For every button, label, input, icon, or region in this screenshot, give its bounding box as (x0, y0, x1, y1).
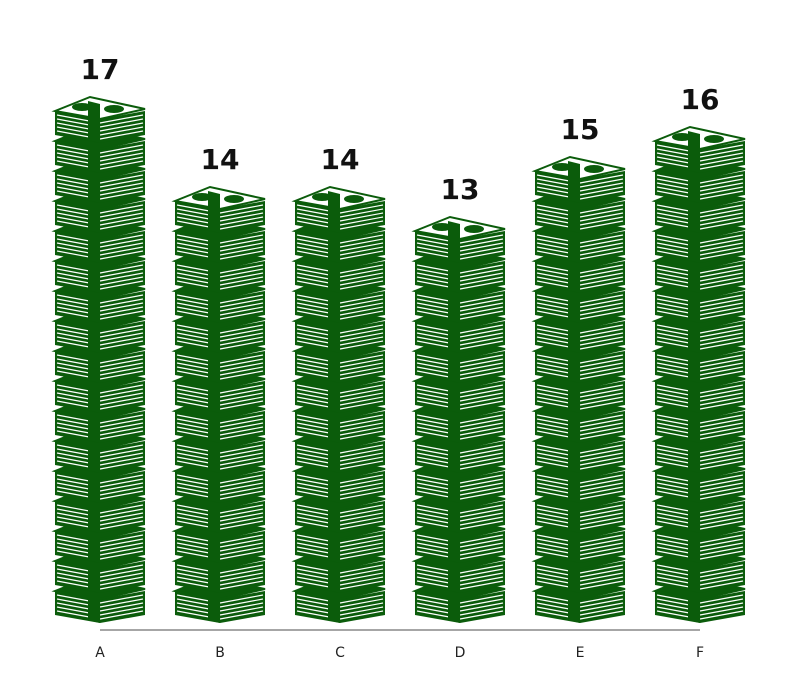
x-tick-A: A (95, 645, 105, 661)
stack-C (291, 185, 386, 623)
value-labels: 17 14 14 13 15 16 (81, 53, 720, 206)
x-tick-B: B (215, 645, 225, 661)
value-label-F: 16 (681, 83, 720, 116)
stack-F (651, 125, 746, 623)
stack-E (531, 155, 626, 623)
x-tick-E: E (576, 645, 585, 661)
value-label-A: 17 (81, 53, 120, 86)
value-label-D: 13 (441, 173, 480, 206)
stack-D (411, 215, 506, 623)
x-tick-labels: A B C D E F (95, 645, 704, 661)
value-label-C: 14 (321, 143, 360, 176)
stack-B (171, 185, 266, 623)
x-tick-F: F (696, 645, 704, 661)
x-tick-D: D (455, 645, 466, 661)
stacks-group (51, 95, 746, 623)
value-label-B: 14 (201, 143, 240, 176)
value-label-E: 15 (561, 113, 600, 146)
x-tick-C: C (335, 645, 345, 661)
stack-A (51, 95, 146, 623)
